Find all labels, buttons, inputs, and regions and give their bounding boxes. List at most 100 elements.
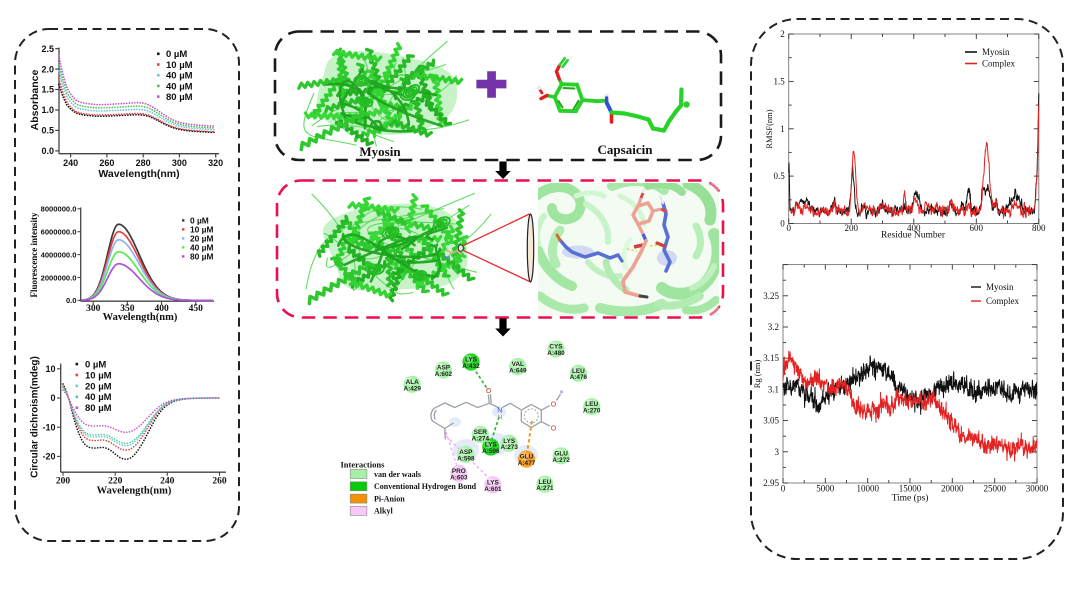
svg-text:LYS: LYS — [485, 442, 498, 449]
svg-text:260: 260 — [212, 477, 227, 487]
svg-text:3.2: 3.2 — [768, 322, 779, 332]
svg-text:40 µM: 40 µM — [166, 71, 193, 82]
svg-text:3: 3 — [775, 447, 780, 457]
svg-text:600: 600 — [970, 223, 984, 233]
svg-text:0 µM: 0 µM — [190, 215, 209, 225]
svg-text:-20: -20 — [42, 452, 55, 462]
svg-text:25000: 25000 — [983, 484, 1006, 494]
svg-text:LYS: LYS — [503, 438, 516, 445]
svg-text:10 µM: 10 µM — [190, 224, 213, 234]
svg-text:10 µM: 10 µM — [166, 60, 193, 71]
svg-text:A:480: A:480 — [547, 350, 565, 357]
svg-text:Circular dichroism(mdeg): Circular dichroism(mdeg) — [30, 356, 41, 478]
svg-text:80 µM: 80 µM — [166, 92, 193, 103]
svg-text:1.5: 1.5 — [41, 85, 54, 95]
svg-text:10: 10 — [45, 364, 55, 374]
svg-text:1.0: 1.0 — [41, 105, 54, 115]
svg-text:300: 300 — [86, 304, 101, 314]
svg-text:A:601: A:601 — [484, 486, 502, 493]
svg-text:80 µM: 80 µM — [85, 403, 112, 414]
svg-text:PRO: PRO — [452, 468, 466, 475]
svg-text:A:274: A:274 — [472, 435, 490, 442]
svg-text:240: 240 — [160, 477, 175, 487]
svg-text:280: 280 — [136, 158, 151, 168]
svg-text:A:270: A:270 — [583, 408, 601, 415]
svg-text:van der waals: van der waals — [374, 470, 421, 479]
svg-text:400: 400 — [154, 304, 169, 314]
svg-text:LEU: LEU — [539, 479, 552, 486]
svg-text:200: 200 — [844, 223, 858, 233]
svg-text:LYS: LYS — [465, 357, 478, 364]
svg-text:VAL: VAL — [512, 361, 524, 368]
svg-text:Wavelength(nm): Wavelength(nm) — [103, 312, 178, 323]
svg-text:ASP: ASP — [459, 449, 473, 456]
svg-text:O: O — [551, 426, 557, 433]
svg-text:3.15: 3.15 — [763, 353, 779, 363]
svg-text:Fluorescence intensity: Fluorescence intensity — [29, 212, 39, 298]
svg-text:40 µM: 40 µM — [166, 81, 193, 92]
svg-text:Rg (nm): Rg (nm) — [752, 360, 762, 389]
svg-text:3.05: 3.05 — [763, 416, 779, 426]
svg-text:0.0: 0.0 — [41, 146, 54, 156]
svg-text:O: O — [486, 388, 492, 395]
svg-text:300: 300 — [172, 158, 187, 168]
svg-text:1: 1 — [780, 124, 785, 134]
svg-text:450: 450 — [189, 304, 204, 314]
svg-text:400: 400 — [907, 223, 921, 233]
svg-text:0 µM: 0 µM — [85, 360, 106, 371]
svg-text:0.0: 0.0 — [66, 296, 77, 305]
svg-text:A:273: A:273 — [500, 444, 518, 451]
svg-text:Time (ps): Time (ps) — [892, 493, 929, 504]
svg-text:2: 2 — [780, 29, 785, 39]
svg-text:Pi-Anion: Pi-Anion — [374, 494, 405, 503]
svg-text:240: 240 — [63, 158, 78, 168]
svg-text:Complex: Complex — [982, 59, 1015, 69]
svg-text:800: 800 — [1032, 223, 1046, 233]
svg-text:40 µM: 40 µM — [85, 392, 112, 403]
svg-text:A:271: A:271 — [536, 485, 554, 492]
svg-text:A:598: A:598 — [457, 455, 475, 462]
svg-text:220: 220 — [108, 477, 123, 487]
svg-text:A:596: A:596 — [482, 448, 500, 455]
svg-text:Residue Number: Residue Number — [881, 231, 946, 241]
svg-text:O: O — [551, 402, 557, 409]
svg-text:Wavelength(nm): Wavelength(nm) — [97, 486, 172, 497]
svg-text:0: 0 — [50, 393, 55, 403]
svg-text:Capsaicin: Capsaicin — [598, 142, 654, 157]
svg-text:A:602: A:602 — [435, 371, 453, 378]
svg-text:30000: 30000 — [1026, 484, 1049, 494]
svg-text:Alkyl: Alkyl — [374, 507, 393, 516]
svg-text:LEU: LEU — [585, 401, 598, 408]
svg-text:Myosin: Myosin — [359, 144, 401, 159]
svg-text:260: 260 — [99, 158, 114, 168]
svg-text:2.0: 2.0 — [41, 64, 54, 74]
svg-text:0: 0 — [786, 223, 791, 233]
svg-text:20 µM: 20 µM — [190, 233, 213, 243]
svg-text:-10: -10 — [42, 422, 55, 432]
svg-text:10000: 10000 — [856, 484, 879, 494]
svg-text:Conventional Hydrogen Bond: Conventional Hydrogen Bond — [374, 482, 477, 491]
svg-text:A:603: A:603 — [450, 474, 468, 481]
svg-text:0: 0 — [781, 484, 786, 494]
svg-text:3.25: 3.25 — [763, 291, 779, 301]
svg-text:H: H — [498, 416, 502, 422]
svg-text:40 µM: 40 µM — [190, 242, 213, 252]
svg-text:4000000.0: 4000000.0 — [41, 250, 77, 259]
svg-text:0 µM: 0 µM — [166, 49, 187, 60]
svg-text:5000: 5000 — [816, 484, 835, 494]
svg-text:Myosin: Myosin — [982, 47, 1010, 57]
svg-text:1.5: 1.5 — [773, 76, 785, 86]
svg-text:6000000.0: 6000000.0 — [41, 228, 77, 237]
svg-text:ALA: ALA — [406, 379, 420, 386]
svg-text:200: 200 — [56, 477, 71, 487]
svg-text:RMSF(nm): RMSF(nm) — [764, 109, 774, 148]
svg-text:A:429: A:429 — [403, 385, 421, 392]
svg-text:0.5: 0.5 — [41, 126, 54, 136]
svg-text:GLU: GLU — [520, 454, 534, 461]
svg-text:A:649: A:649 — [509, 368, 527, 375]
svg-text:2.5: 2.5 — [41, 44, 54, 54]
svg-text:10 µM: 10 µM — [85, 370, 112, 381]
svg-text:0: 0 — [780, 219, 785, 229]
svg-text:350: 350 — [120, 304, 135, 314]
svg-text:80 µM: 80 µM — [190, 251, 213, 261]
